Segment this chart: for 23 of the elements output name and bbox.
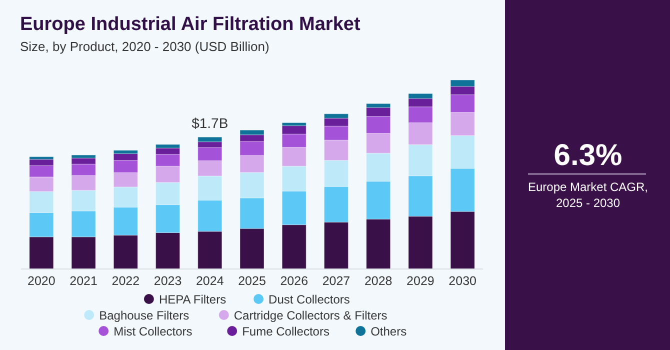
text: Europe Market CAGR, 2025 - 2030 [528,180,648,210]
x-tick-label: 2024 [196,274,224,288]
chart-title: Europe Industrial Air Filtration Market [20,14,361,35]
annotation: $1.7B [192,115,228,132]
legend-label: Mist Collectors [114,324,192,338]
x-tick-label: 2028 [364,274,392,288]
legend-label: Cartridge Collectors & Filters [234,308,388,322]
x-tick-label: 2030 [448,274,477,288]
x-tick-label: 2023 [154,274,182,288]
legend-label: Others [370,324,407,338]
x-tick-label: 2029 [406,274,434,288]
x-tick-label: 2026 [280,274,308,288]
x-tick-label: 2025 [238,274,266,288]
chart-subtitle: Size, by Product, 2020 - 2030 (USD Billion) [20,39,270,54]
legend-label: Baghouse Filters [99,308,190,322]
text: 6.3% [554,139,622,172]
x-tick-label: 2020 [28,274,56,288]
legend-label: HEPA Filters [158,292,226,306]
legend-label: Fume Collectors [242,324,330,338]
x-tick-label: 2021 [70,274,98,288]
x-tick-label: 2027 [322,274,350,288]
legend-label: Dust Collectors [268,292,350,306]
x-tick-label: 2022 [112,274,140,288]
